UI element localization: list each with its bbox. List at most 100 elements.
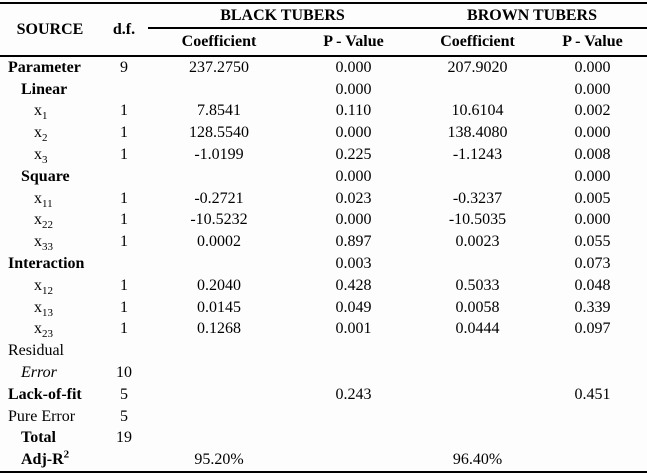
row-label-text: x <box>34 211 42 229</box>
brown-pvalue-cell: 0.048 <box>574 276 611 294</box>
black-coefficient-cell <box>148 362 290 384</box>
brown-coefficient-cell <box>417 406 538 428</box>
row-label: Interaction <box>0 253 100 275</box>
black-coefficient-cell: 128.5540 <box>189 124 249 142</box>
df-cell: 1 <box>120 189 128 207</box>
brown-pvalue-cell: 0.000 <box>574 167 611 185</box>
table-row: x2 1 128.5540 0.000 138.4080 0.000 <box>0 122 647 144</box>
brown-coefficient-cell: 10.6104 <box>451 102 504 120</box>
row-label-subscript: 13 <box>42 306 53 319</box>
table-row: x1 1 7.8541 0.110 10.6104 0.002 <box>0 101 647 123</box>
brown-coefficient-cell: -10.5035 <box>448 211 507 229</box>
row-label: Pure Error <box>0 406 100 428</box>
row-label: x1 <box>0 101 100 123</box>
brown-coefficient-cell <box>417 340 538 362</box>
black-pvalue-cell: 0.000 <box>335 124 372 142</box>
table-row: Linear 0.000 0.000 <box>0 79 647 101</box>
brown-coefficient-cell: 207.9020 <box>447 58 508 76</box>
black-coefficient-cell: 0.2040 <box>197 276 241 294</box>
black-pvalue-cell: 0.003 <box>335 255 372 273</box>
row-label-text: Linear <box>21 80 68 98</box>
source-column-header: SOURCE <box>0 3 100 57</box>
df-cell <box>100 166 148 188</box>
table-row: Parameter 9 237.2750 0.000 207.9020 0.000 <box>0 56 647 79</box>
brown-pvalue-cell: 0.451 <box>574 385 611 403</box>
row-label-text: Parameter <box>8 58 81 76</box>
black-pvalue-cell: 0.000 <box>335 58 372 76</box>
row-label-subscript: 23 <box>42 328 53 341</box>
black-pvalue-cell <box>290 428 417 450</box>
black-pvalue-cell: 0.428 <box>335 276 372 294</box>
black-pvalue-cell: 0.049 <box>335 298 372 316</box>
brown-coefficient-cell <box>417 362 538 384</box>
row-label: x11 <box>0 188 100 210</box>
table-row: Pure Error 5 <box>0 406 647 428</box>
df-column-header: d.f. <box>100 3 148 57</box>
brown-pvalue-cell: 0.008 <box>574 146 611 164</box>
row-label-subscript: 22 <box>42 219 53 232</box>
brown-coefficient-cell <box>417 253 538 275</box>
brown-pvalue-cell <box>538 428 647 450</box>
brown-coefficient-cell: 0.5033 <box>455 276 500 294</box>
df-cell: 1 <box>120 124 128 142</box>
table-row: Total 19 <box>0 428 647 450</box>
black-coefficient-cell: -0.2721 <box>194 189 244 207</box>
df-cell <box>100 253 148 275</box>
black-coefficient-cell <box>148 253 290 275</box>
row-label: Error <box>0 362 100 384</box>
row-label-subscript: 1 <box>42 110 48 123</box>
table-row: Residual <box>0 340 647 362</box>
row-label: Square <box>0 166 100 188</box>
row-label-text: x <box>34 189 42 207</box>
df-cell: 1 <box>120 298 128 316</box>
row-label: x23 <box>0 319 100 341</box>
brown-coefficient-header: Coefficient <box>417 28 539 57</box>
brown-pvalue-header: P - Value <box>538 28 647 57</box>
row-label-text: Pure Error <box>8 407 76 425</box>
brown-coefficient-cell: 96.40% <box>452 451 503 469</box>
brown-pvalue-cell: 0.339 <box>574 298 611 316</box>
row-label: Residual <box>0 340 100 362</box>
brown-pvalue-cell: 0.073 <box>574 255 611 273</box>
table-row: x22 1 -10.5232 0.000 -10.5035 0.000 <box>0 210 647 232</box>
df-cell <box>100 79 148 101</box>
black-coefficient-cell <box>148 406 290 428</box>
table-row: Square 0.000 0.000 <box>0 166 647 188</box>
header-row-groups: SOURCE d.f. BLACK TUBERS BROWN TUBERS <box>0 3 647 57</box>
table-row: x23 1 0.1268 0.001 0.0444 0.097 <box>0 319 647 341</box>
brown-coefficient-cell: 0.0444 <box>455 320 500 338</box>
table-header: SOURCE d.f. BLACK TUBERS BROWN TUBERS Co… <box>0 3 647 57</box>
table-row: x12 1 0.2040 0.428 0.5033 0.048 <box>0 275 647 297</box>
df-cell: 1 <box>120 276 128 294</box>
black-coefficient-cell: 7.8541 <box>197 102 241 120</box>
row-label: x13 <box>0 297 100 319</box>
brown-pvalue-cell: 0.000 <box>574 211 611 229</box>
black-pvalue-cell: 0.243 <box>335 385 372 403</box>
brown-coefficient-cell: 138.4080 <box>447 124 508 142</box>
brown-pvalue-cell: 0.000 <box>574 124 611 142</box>
header-row-measures: Coefficient P - Value Coefficient P - Va… <box>0 28 647 57</box>
df-cell: 1 <box>120 146 128 164</box>
table-row: Interaction 0.003 0.073 <box>0 253 647 275</box>
brown-pvalue-cell: 0.005 <box>574 189 611 207</box>
row-label: Parameter <box>0 56 100 79</box>
row-label-subscript: 2 <box>42 132 48 145</box>
row-label: x3 <box>0 144 100 166</box>
row-label: Lack-of-fit <box>0 384 100 406</box>
brown-coefficient-cell: -0.3237 <box>452 189 503 207</box>
black-coefficient-cell <box>148 428 290 450</box>
df-cell: 1 <box>120 233 128 251</box>
brown-pvalue-cell <box>538 449 647 472</box>
table-row: x13 1 0.0145 0.049 0.0058 0.339 <box>0 297 647 319</box>
black-pvalue-cell: 0.000 <box>335 211 372 229</box>
black-pvalue-cell: 0.225 <box>335 146 372 164</box>
black-pvalue-cell <box>290 362 417 384</box>
black-pvalue-cell <box>290 449 417 472</box>
table-row: Error 10 <box>0 362 647 384</box>
df-cell: 1 <box>120 102 128 120</box>
table-row: x11 1 -0.2721 0.023 -0.3237 0.005 <box>0 188 647 210</box>
black-coefficient-cell <box>148 384 290 406</box>
row-label-text: Square <box>21 167 70 185</box>
